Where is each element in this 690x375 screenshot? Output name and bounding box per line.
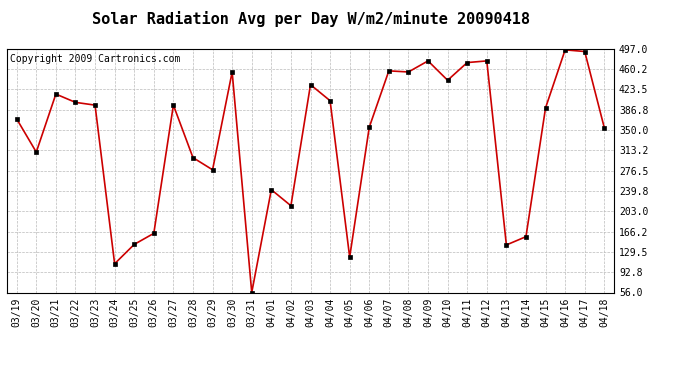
- Text: Solar Radiation Avg per Day W/m2/minute 20090418: Solar Radiation Avg per Day W/m2/minute …: [92, 11, 529, 27]
- Text: Copyright 2009 Cartronics.com: Copyright 2009 Cartronics.com: [10, 54, 180, 64]
